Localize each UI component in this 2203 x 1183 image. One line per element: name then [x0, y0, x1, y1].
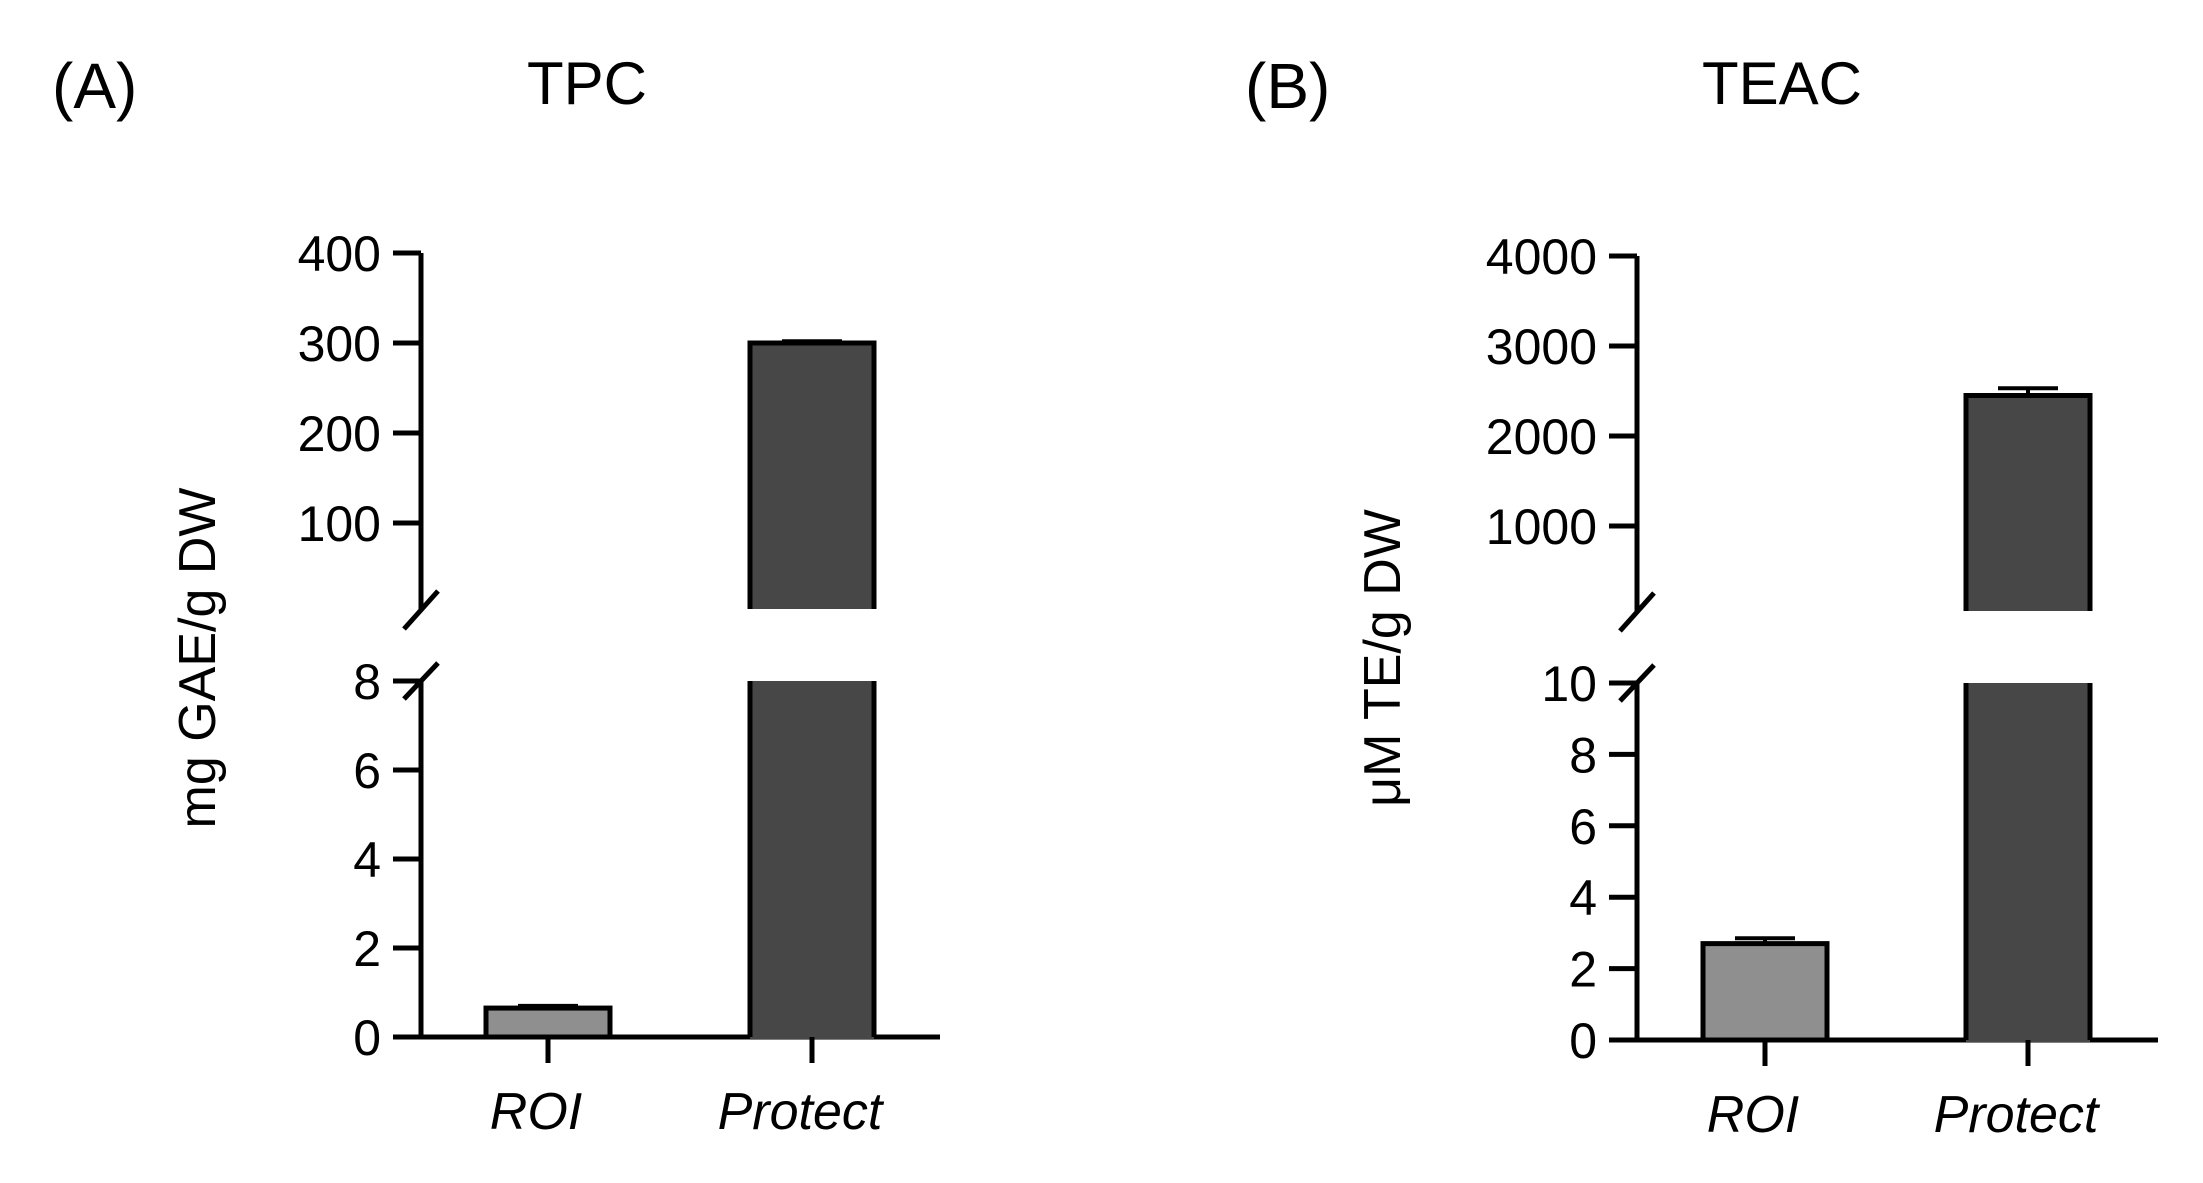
chart-panel-a: (A) TPC mg GAE/g DW 0 2 4 6 8 100 200 300 400 ROI… — [52, 50, 940, 1141]
bar-upper-protect-b — [1966, 395, 2090, 611]
chart-title-a: TPC — [527, 50, 647, 117]
bar-roi-a — [483, 1005, 613, 1040]
y-tick-label-lower-b: 4 — [1569, 870, 1597, 926]
bar-lower-protect-a — [750, 681, 874, 1039]
y-tick-label-lower-b: 6 — [1569, 799, 1597, 855]
y-tick-label-upper-b: 4000 — [1486, 229, 1597, 285]
y-tick-label-lower-a: 2 — [353, 921, 381, 977]
x-tick-label-roi-b: ROI — [1707, 1086, 1799, 1144]
y-tick-label-upper-a: 400 — [298, 226, 381, 282]
x-tick-label-protect-b: Protect — [1934, 1086, 2101, 1144]
y-tick-label-lower-a: 6 — [353, 743, 381, 799]
panel-label-a: (A) — [52, 50, 137, 122]
y-tick-label-lower-b: 0 — [1569, 1013, 1597, 1069]
axis-break-upper-b — [1618, 591, 1656, 633]
y-tick-label-upper-a: 100 — [298, 496, 381, 552]
chart-title-b: TEAC — [1702, 50, 1862, 117]
chart-marks-b: 0 2 4 6 8 10 1000 2000 3000 4000 ROI Protect — [1486, 229, 2158, 1144]
y-tick-label-lower-a: 8 — [353, 654, 381, 710]
y-tick-label-lower-b: 10 — [1541, 656, 1597, 712]
y-tick-label-lower-b: 2 — [1569, 942, 1597, 998]
panel-label-b: (B) — [1245, 50, 1330, 122]
x-tick-label-protect-a: Protect — [718, 1083, 885, 1141]
bar-upper-protect-a — [750, 343, 874, 609]
chart-panel-b: (B) TEAC μM TE/g DW 0 2 4 6 8 10 1000 2000 3000 4… — [1245, 50, 2158, 1144]
y-tick-label-lower-a: 4 — [353, 832, 381, 888]
y-tick-label-upper-b: 3000 — [1486, 319, 1597, 375]
y-tick-label-upper-b: 2000 — [1486, 409, 1597, 465]
y-tick-label-upper-b: 1000 — [1486, 499, 1597, 555]
x-tick-label-roi-a: ROI — [490, 1083, 582, 1141]
y-tick-label-lower-a: 0 — [353, 1010, 381, 1066]
bar-roi-b — [1700, 941, 1830, 1043]
y-tick-label-lower-b: 8 — [1569, 727, 1597, 783]
y-axis-label-b: μM TE/g DW — [1354, 509, 1412, 807]
y-tick-label-upper-a: 200 — [298, 406, 381, 462]
bar-lower-protect-b — [1966, 683, 2090, 1042]
axis-break-upper-a — [402, 589, 440, 631]
chart-marks-a: 0 2 4 6 8 100 200 300 400 ROI Protect — [298, 226, 940, 1141]
y-tick-label-upper-a: 300 — [298, 316, 381, 372]
y-axis-label-a: mg GAE/g DW — [169, 488, 227, 829]
